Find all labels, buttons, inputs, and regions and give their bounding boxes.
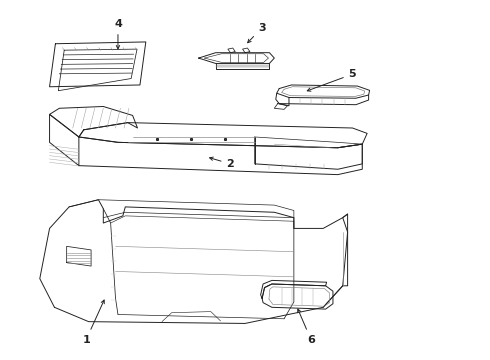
Text: 1: 1: [82, 300, 104, 345]
Text: 4: 4: [114, 19, 122, 49]
Text: 2: 2: [210, 157, 234, 169]
Text: 3: 3: [247, 23, 266, 43]
Text: 5: 5: [307, 69, 356, 91]
Text: 6: 6: [297, 309, 315, 345]
